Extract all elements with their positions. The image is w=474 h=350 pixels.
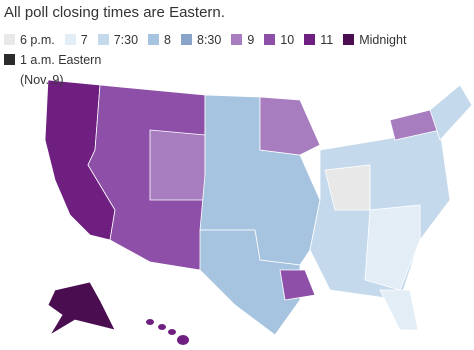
new-england bbox=[429, 84, 473, 141]
legend-item: 8 bbox=[148, 30, 171, 50]
legend-swatch bbox=[264, 34, 276, 45]
legend-item: 1 a.m. Eastern (Nov. 9) bbox=[4, 50, 130, 90]
ohio-valley bbox=[324, 164, 371, 211]
alaska bbox=[47, 281, 116, 336]
southeast-states bbox=[364, 204, 421, 291]
louisiana bbox=[279, 269, 316, 301]
legend-item: 10 bbox=[264, 30, 294, 50]
legend-item: 7:30 bbox=[97, 30, 139, 50]
legend-label: Midnight bbox=[359, 33, 407, 47]
central-mountain-states bbox=[149, 129, 206, 201]
legend: 6 p.m. 7 7:30 8 8:30 9 10 11 Midnight 1 a.m. East… bbox=[4, 30, 470, 90]
legend-label: 8 bbox=[164, 33, 171, 47]
legend-label: 10 bbox=[280, 33, 295, 47]
legend-swatch bbox=[343, 34, 355, 45]
legend-label: 8:30 bbox=[197, 33, 222, 47]
legend-swatch bbox=[231, 34, 243, 45]
legend-swatch bbox=[64, 34, 76, 45]
legend-swatch bbox=[4, 34, 15, 45]
legend-swatch bbox=[97, 34, 109, 45]
legend-swatch bbox=[304, 34, 316, 45]
legend-label: 11 bbox=[320, 33, 334, 47]
legend-item: Midnight bbox=[343, 30, 406, 50]
hawaii bbox=[146, 319, 189, 345]
florida bbox=[379, 289, 419, 331]
legend-label: 7 bbox=[80, 33, 88, 47]
legend-label: 6 p.m. bbox=[20, 33, 55, 47]
upper-midwest bbox=[259, 96, 321, 156]
legend-item: 7 bbox=[64, 30, 88, 50]
texas bbox=[199, 229, 301, 336]
states bbox=[44, 79, 473, 345]
legend-item: 6 p.m. bbox=[4, 30, 55, 50]
legend-label: 9 bbox=[247, 33, 255, 47]
legend-label: 7:30 bbox=[113, 33, 139, 47]
legend-item: 8:30 bbox=[181, 30, 221, 50]
title: All poll closing times are Eastern. bbox=[4, 4, 225, 21]
legend-swatch bbox=[4, 54, 15, 65]
legend-label: 1 a.m. Eastern (Nov. 9) bbox=[20, 53, 102, 87]
legend-item: 11 bbox=[304, 30, 333, 50]
legend-item: 9 bbox=[231, 30, 254, 50]
legend-swatch bbox=[181, 34, 192, 45]
legend-swatch bbox=[148, 34, 160, 45]
